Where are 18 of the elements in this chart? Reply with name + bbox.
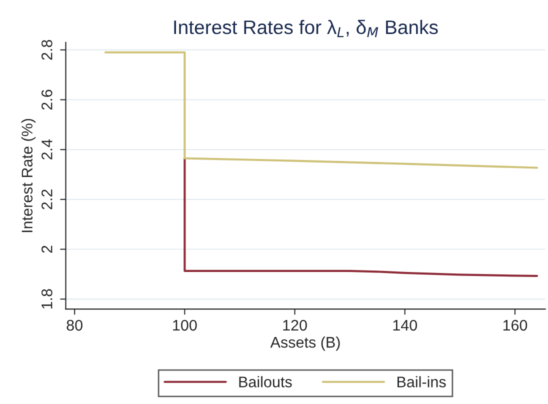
y-axis-title: Interest Rate (%): [21, 118, 36, 232]
line-series: [104, 51, 538, 169]
legend-label: Bail-ins: [398, 376, 446, 388]
x-tick-label: 80: [66, 320, 82, 331]
y-tick-label: 1.8: [42, 289, 52, 309]
line-series: [184, 157, 538, 277]
x-tick-label: 100: [173, 320, 197, 331]
x-tick-label: 120: [283, 320, 307, 331]
x-tick-label: 140: [393, 320, 418, 331]
chart-title: Interest Rates for λ$_{L}$, δ$_{M}$ Banks: [174, 20, 438, 38]
x-axis-title: Assets (B): [270, 336, 340, 351]
x-tick-label: 160: [503, 320, 528, 331]
y-tick-label: 2.8: [42, 40, 52, 60]
legend-label: Bailouts: [239, 376, 292, 388]
y-tick-label: 2: [42, 246, 52, 253]
y-tick-label: 2.4: [42, 139, 52, 160]
y-tick-label: 2.2: [42, 190, 52, 210]
y-tick-label: 2.6: [42, 90, 52, 110]
